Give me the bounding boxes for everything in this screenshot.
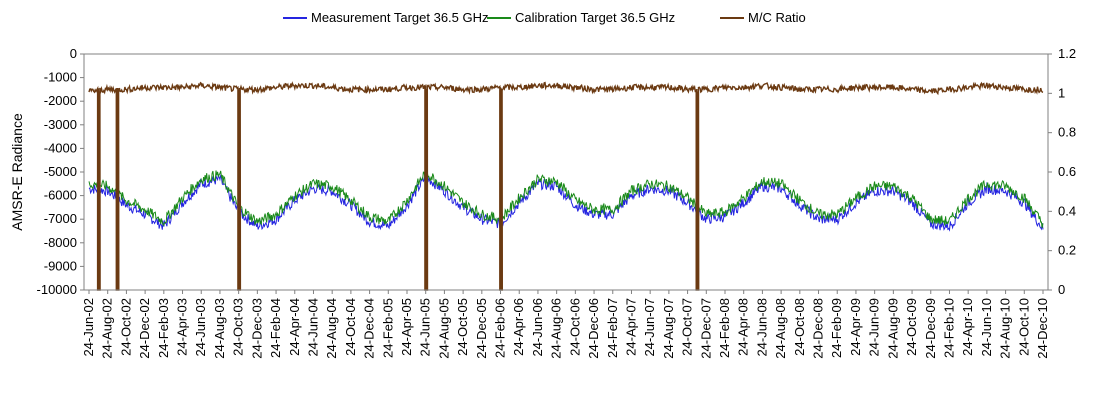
- x-tick-label: 24-Dec-04: [362, 298, 377, 359]
- x-tick-label: 24-Jun-03: [193, 298, 208, 357]
- x-tick-label: 24-Apr-07: [623, 298, 638, 356]
- x-tick-label: 24-Jun-05: [418, 298, 433, 357]
- x-tick-label: 24-Aug-09: [885, 298, 900, 359]
- y2-tick-label: 1: [1058, 85, 1065, 100]
- x-tick-label: 24-Aug-06: [549, 298, 564, 359]
- x-tick-label: 24-Jun-08: [754, 298, 769, 357]
- legend-label: M/C Ratio: [748, 10, 806, 25]
- x-tick-label: 24-Feb-04: [268, 298, 283, 358]
- x-tick-label: 24-Jun-04: [305, 298, 320, 357]
- x-tick-label: 24-Oct-09: [904, 298, 919, 356]
- y2-tick-label: 0: [1058, 282, 1065, 297]
- x-tick-label: 24-Apr-10: [960, 298, 975, 356]
- x-tick-label: 24-Oct-02: [118, 298, 133, 356]
- y-tick-label: -8000: [44, 235, 77, 250]
- y-tick-label: -3000: [44, 117, 77, 132]
- y2-tick-label: 0.8: [1058, 125, 1076, 140]
- x-tick-label: 24-Oct-08: [792, 298, 807, 356]
- x-tick-label: 24-Feb-07: [605, 298, 620, 358]
- y-tick-label: -1000: [44, 70, 77, 85]
- y-tick-label: 0: [70, 46, 77, 61]
- x-tick-label: 24-Jun-09: [867, 298, 882, 357]
- legend-label: Calibration Target 36.5 GHz: [515, 10, 675, 25]
- x-tick-label: 24-Apr-05: [399, 298, 414, 356]
- y-tick-label: -6000: [44, 188, 77, 203]
- y2-tick-label: 0.2: [1058, 243, 1076, 258]
- plot-area: [83, 53, 1049, 291]
- x-tick-label: 24-Feb-05: [380, 298, 395, 358]
- x-tick-label: 24-Apr-04: [287, 298, 302, 356]
- x-tick-label: 24-Dec-02: [137, 298, 152, 359]
- x-tick-label: 24-Feb-10: [941, 298, 956, 358]
- x-tick-label: 24-Apr-09: [848, 298, 863, 356]
- x-tick-label: 24-Aug-10: [998, 298, 1013, 359]
- x-tick-label: 24-Dec-03: [249, 298, 264, 359]
- x-tick-label: 24-Oct-03: [231, 298, 246, 356]
- x-tick-label: 24-Feb-06: [493, 298, 508, 358]
- x-tick-label: 24-Jun-07: [642, 298, 657, 357]
- x-tick-label: 24-Dec-07: [698, 298, 713, 359]
- x-tick-label: 24-Dec-10: [1035, 298, 1050, 359]
- series-line-2: [88, 165, 1044, 229]
- x-tick-label: 24-Apr-08: [736, 298, 751, 356]
- x-tick-label: 24-Aug-03: [212, 298, 227, 359]
- x-tick-label: 24-Aug-08: [773, 298, 788, 359]
- x-tick-label: 24-Dec-08: [811, 298, 826, 359]
- x-tick-label: 24-Oct-04: [343, 298, 358, 356]
- legend: Measurement Target 36.5 GHz Calibration T…: [283, 10, 806, 25]
- x-tick-label: 24-Jun-06: [530, 298, 545, 357]
- y-tick-label: -10000: [37, 282, 77, 297]
- y-tick-label: -9000: [44, 258, 77, 273]
- y-tick-label: -4000: [44, 140, 77, 155]
- y-tick-label: -7000: [44, 211, 77, 226]
- x-tick-label: 24-Jun-10: [979, 298, 994, 357]
- x-tick-label: 24-Oct-06: [567, 298, 582, 356]
- y-tick-label: -5000: [44, 164, 77, 179]
- x-tick-label: 24-Oct-07: [680, 298, 695, 356]
- x-tick-label: 24-Jun-02: [81, 298, 96, 357]
- x-tick-label: 24-Dec-09: [923, 298, 938, 359]
- plot-border: [83, 53, 1049, 291]
- x-tick-label: 24-Oct-10: [1016, 298, 1031, 356]
- x-tick-label: 24-Feb-08: [717, 298, 732, 358]
- x-tick-label: 24-Dec-05: [474, 298, 489, 359]
- x-tick-label: 24-Aug-02: [100, 298, 115, 359]
- y-tick-label: -2000: [44, 93, 77, 108]
- x-tick-label: 24-Dec-06: [586, 298, 601, 359]
- x-tick-label: 24-Aug-04: [324, 298, 339, 359]
- y-axis-title: AMSR-E Radiance: [9, 113, 25, 231]
- x-tick-label: 24-Apr-06: [511, 298, 526, 356]
- x-tick-label: 24-Apr-03: [175, 298, 190, 356]
- x-tick-label: 24-Aug-05: [436, 298, 451, 359]
- x-tick-label: 24-Oct-05: [455, 298, 470, 356]
- legend-label: Measurement Target 36.5 GHz: [311, 10, 489, 25]
- y2-tick-label: 1.2: [1058, 46, 1076, 61]
- x-tick-label: 24-Aug-07: [661, 298, 676, 359]
- x-tick-label: 24-Feb-09: [829, 298, 844, 358]
- y2-tick-label: 0.6: [1058, 164, 1076, 179]
- axes-layer: 0 -1000 -2000 -3000 -4000 -5000 -6000 -7000 -800…: [37, 46, 1077, 359]
- series-line-1: [88, 173, 1044, 232]
- x-tick-label: 24-Feb-03: [156, 298, 171, 358]
- y2-tick-label: 0.4: [1058, 203, 1076, 218]
